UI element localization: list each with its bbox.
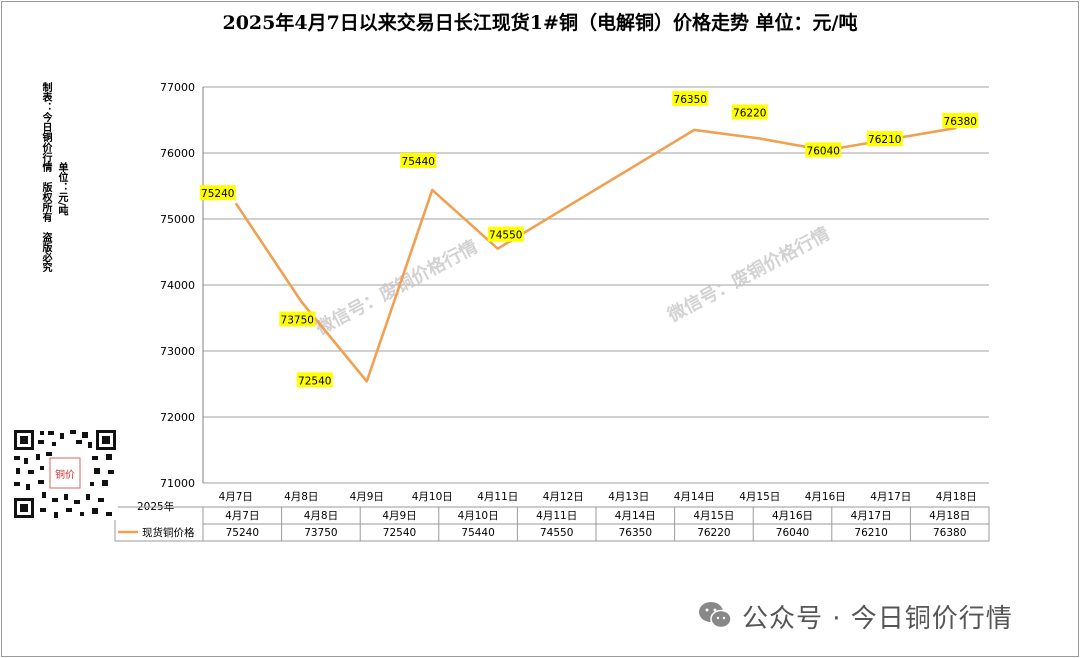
data-label-bg <box>487 226 524 242</box>
table-date: 4月11日 <box>536 510 577 522</box>
data-label-bg <box>400 152 437 168</box>
table-date: 4月7日 <box>225 510 259 522</box>
watermark: 微信号：废铜价格行情 <box>663 222 833 326</box>
table-value: 74550 <box>540 527 573 539</box>
x-tick-label: 4月17日 <box>870 491 911 503</box>
data-label-bg <box>942 112 979 128</box>
x-tick-label: 4月10日 <box>412 491 453 503</box>
table-date: 4月9日 <box>382 510 416 522</box>
table-date: 4月15日 <box>693 510 734 522</box>
x-tick-label: 4月11日 <box>477 491 518 503</box>
y-tick-label: 77000 <box>160 81 195 94</box>
chart-title: 2025年4月7日以来交易日长江现货1#铜（电解铜）价格走势 单位：元/吨 <box>222 12 858 34</box>
watermark: 微信号：废铜价格行情 <box>311 235 481 339</box>
data-label: 73750 <box>281 315 314 327</box>
data-label-bg <box>199 185 236 201</box>
series-line <box>234 126 957 383</box>
x-tick-label: 4月7日 <box>219 491 253 503</box>
y-tick-label: 76000 <box>160 147 195 160</box>
y-tick-label: 75000 <box>160 213 195 226</box>
x-tick-label: 4月9日 <box>350 491 384 503</box>
x-tick-label: 4月12日 <box>543 491 584 503</box>
x-tick-label: 4月18日 <box>936 491 977 503</box>
x-tick-label: 4月16日 <box>805 491 846 503</box>
x-tick-label: 4月8日 <box>284 491 318 503</box>
y-tick-label: 73000 <box>160 345 195 358</box>
y-tick-label: 71000 <box>160 477 195 490</box>
table-value: 75440 <box>461 527 494 539</box>
table-value: 72540 <box>383 527 416 539</box>
data-label: 76220 <box>733 107 766 119</box>
data-label-bg <box>866 131 903 147</box>
x-tick-label: 4月15日 <box>739 491 780 503</box>
table-date: 4月18日 <box>929 510 970 522</box>
data-label: 76210 <box>868 134 901 146</box>
table-value: 75240 <box>226 527 259 539</box>
data-label: 76350 <box>674 94 707 106</box>
y-tick-label: 72000 <box>160 411 195 424</box>
data-label-bg <box>279 311 316 327</box>
data-label-bg <box>731 104 768 120</box>
table-date: 4月8日 <box>304 510 338 522</box>
table-date: 4月10日 <box>458 510 499 522</box>
table-date: 4月16日 <box>772 510 813 522</box>
data-label: 75440 <box>402 156 435 168</box>
x-tick-label: 4月13日 <box>608 491 649 503</box>
data-label: 72540 <box>298 375 331 387</box>
x-tick-label: 4月14日 <box>674 491 715 503</box>
data-label: 76380 <box>944 116 977 128</box>
table-value: 76040 <box>776 527 809 539</box>
table-value: 76380 <box>933 527 966 539</box>
table-date: 4月14日 <box>615 510 656 522</box>
data-label: 74550 <box>489 230 522 242</box>
legend-label: 现货铜价格 <box>142 526 195 539</box>
table-value: 73750 <box>304 527 337 539</box>
data-label: 75240 <box>201 188 234 200</box>
qr-code-icon: 铜价 <box>12 428 118 520</box>
wechat-icon <box>699 602 732 629</box>
qr-label: 铜价 <box>55 469 75 481</box>
table-date: 4月17日 <box>851 510 892 522</box>
table-value: 76220 <box>697 527 730 539</box>
table-value: 76350 <box>619 527 652 539</box>
data-label-bg <box>672 90 709 106</box>
data-label-bg <box>296 372 333 388</box>
data-label-bg <box>805 142 842 158</box>
copyright-note: 制表：今日铜价行情 版权所有 盗版必究 <box>40 82 51 272</box>
footer-account: 公众号 · 今日铜价行情 <box>742 604 1013 634</box>
data-label: 76040 <box>807 145 840 157</box>
table-value: 76210 <box>854 527 887 539</box>
y-tick-label: 74000 <box>160 279 195 292</box>
unit-note: 单位：元/吨 <box>56 162 67 216</box>
